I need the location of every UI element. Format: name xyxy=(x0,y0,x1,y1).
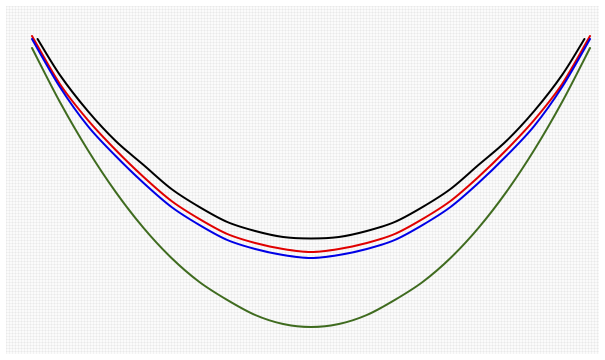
series-line-2 xyxy=(31,35,591,253)
series-line-4 xyxy=(31,47,591,328)
series-line-1 xyxy=(36,38,586,240)
series-line-3 xyxy=(31,38,591,259)
plot-area xyxy=(6,6,599,354)
